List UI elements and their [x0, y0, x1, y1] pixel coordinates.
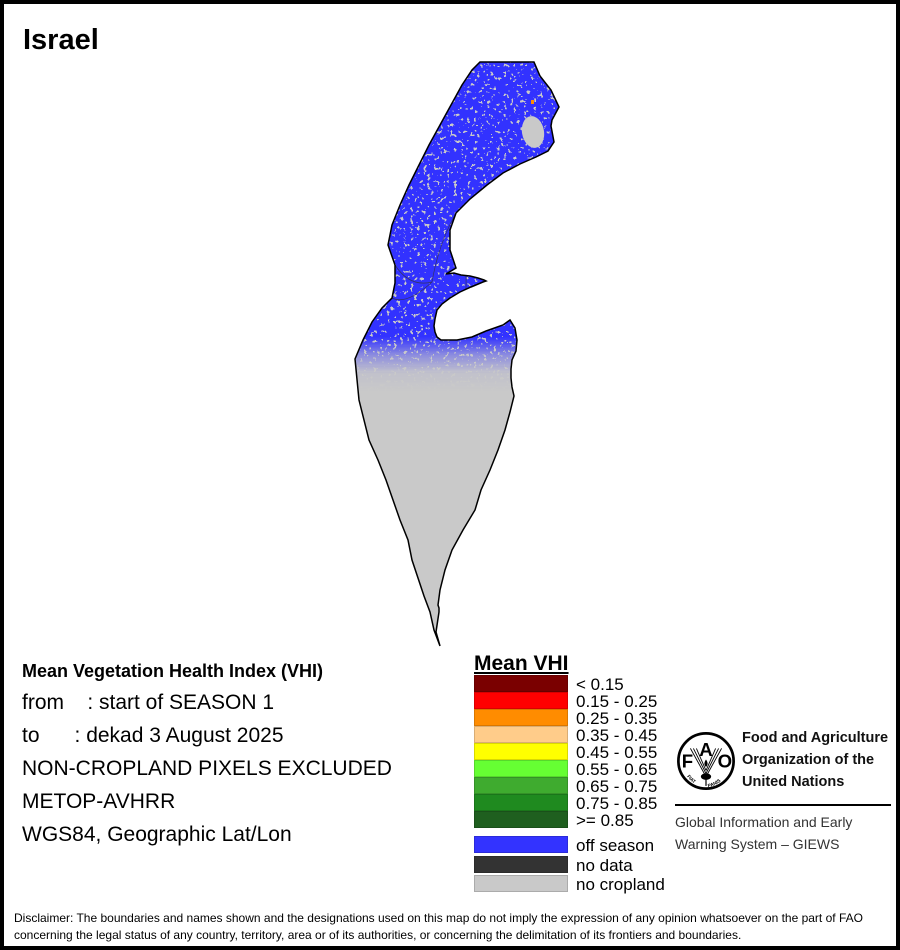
- svg-text:O: O: [718, 751, 732, 772]
- svg-text:A: A: [699, 739, 712, 760]
- svg-text:F: F: [682, 751, 693, 772]
- svg-text:FIAT: FIAT: [685, 774, 696, 785]
